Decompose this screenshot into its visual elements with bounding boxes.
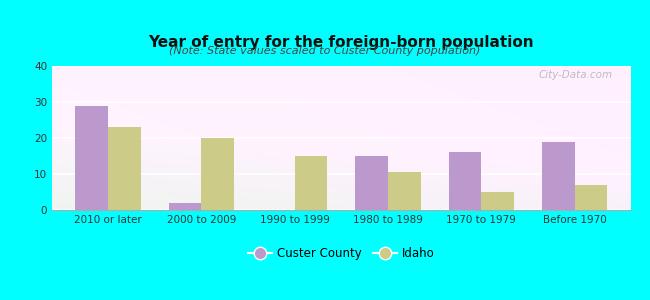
Bar xyxy=(481,192,514,210)
Bar xyxy=(542,142,575,210)
Text: (Note: State values scaled to Custer County population): (Note: State values scaled to Custer Cou… xyxy=(169,46,481,56)
Bar xyxy=(388,172,421,210)
Bar xyxy=(75,106,108,210)
Title: Year of entry for the foreign-born population: Year of entry for the foreign-born popul… xyxy=(148,34,534,50)
Bar xyxy=(294,156,327,210)
Bar xyxy=(202,138,234,210)
Text: City-Data.com: City-Data.com xyxy=(539,70,613,80)
Bar xyxy=(168,203,202,210)
Bar xyxy=(356,156,388,210)
Bar xyxy=(575,185,607,210)
Legend: Custer County, Idaho: Custer County, Idaho xyxy=(244,242,439,265)
Bar xyxy=(448,152,481,210)
Bar xyxy=(108,127,140,210)
